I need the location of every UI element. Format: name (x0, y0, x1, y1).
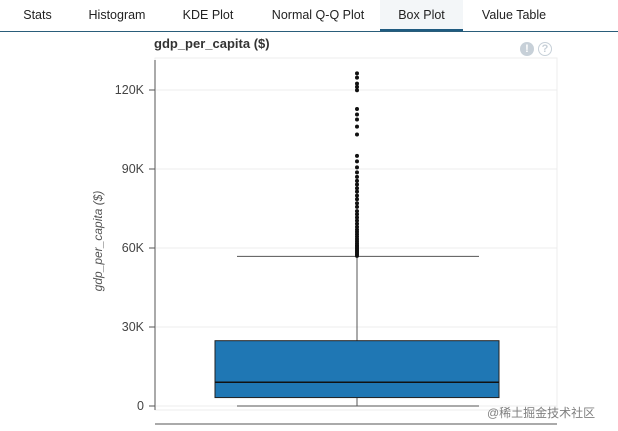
tab-value-table[interactable]: Value Table (481, 8, 547, 22)
question-circle-icon[interactable]: ? (538, 42, 552, 56)
outlier-point (355, 193, 359, 198)
outlier-point (355, 81, 359, 86)
outlier-point (355, 106, 359, 111)
tab-stats[interactable]: Stats (23, 8, 52, 22)
y-tick-label: 30K (122, 320, 145, 334)
y-tick-label: 120K (115, 83, 145, 97)
outlier-point (355, 189, 359, 194)
outlier-point (355, 201, 359, 206)
outlier-point (355, 153, 359, 158)
y-tick-label: 0 (137, 399, 144, 413)
tab-normal-qq-plot[interactable]: Normal Q-Q Plot (271, 8, 365, 22)
y-axis: 0 30K 60K 90K 120K (115, 60, 156, 413)
outlier-point (355, 71, 359, 76)
outlier-point (355, 178, 359, 183)
outlier-point (355, 75, 359, 80)
outlier-point (355, 215, 359, 220)
outlier-point (355, 165, 359, 170)
y-tick-label: 60K (122, 241, 145, 255)
outlier-point (355, 182, 359, 187)
plot-help-icons: !? (520, 39, 556, 57)
tab-bar: Stats Histogram KDE Plot Normal Q-Q Plot… (0, 0, 618, 32)
outlier-point (355, 218, 359, 223)
outlier-point (355, 88, 359, 93)
outlier-point (355, 209, 359, 214)
tab-box-plot[interactable]: Box Plot (380, 0, 463, 31)
y-tick-label: 90K (122, 162, 145, 176)
watermark-text: @稀土掘金技术社区 (487, 406, 596, 420)
outlier-point (355, 132, 359, 137)
outlier-point (355, 212, 359, 217)
outliers-group (355, 71, 359, 258)
outlier-point (355, 204, 359, 209)
outlier-point (355, 117, 359, 122)
plot-title: gdp_per_capita ($) (154, 36, 270, 51)
outlier-point (355, 124, 359, 129)
outlier-point (355, 197, 359, 202)
outlier-point (355, 221, 359, 226)
iqr-box (214, 340, 500, 399)
exclamation-circle-icon[interactable]: ! (520, 42, 534, 56)
outlier-point (355, 170, 359, 175)
tab-kde-plot[interactable]: KDE Plot (182, 8, 234, 22)
outlier-point (355, 84, 359, 89)
outlier-point (355, 112, 359, 117)
outlier-point (355, 186, 359, 191)
outlier-point (355, 174, 359, 179)
y-axis-label: gdp_per_capita ($) (91, 191, 105, 292)
tab-histogram[interactable]: Histogram (88, 8, 146, 22)
outlier-point (355, 159, 359, 164)
outlier-point (355, 224, 359, 229)
